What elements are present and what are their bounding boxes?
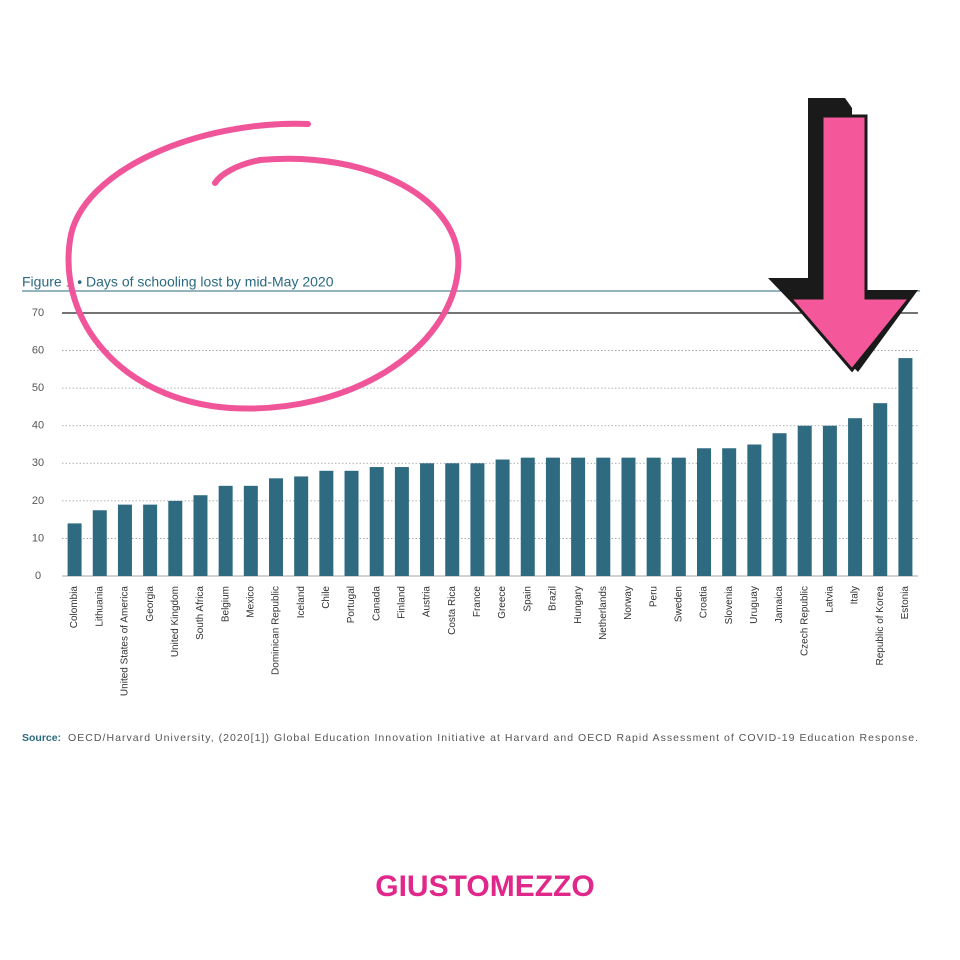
logo: GIUSTOMEZZO [375, 870, 594, 903]
x-tick-label: Italy [850, 586, 861, 604]
x-tick-label: Uruguay [749, 586, 760, 624]
bar [772, 433, 787, 576]
x-tick-label: Republic of Korea [875, 586, 886, 666]
x-tick-label: Austria [422, 586, 433, 618]
x-tick-label: Latvia [825, 586, 836, 613]
circle-annotation [65, 120, 462, 412]
x-tick-label: Sweden [673, 586, 684, 622]
annotations [65, 98, 918, 412]
bar [571, 457, 586, 576]
bar [671, 457, 686, 576]
bar [319, 470, 334, 576]
bar [848, 418, 863, 576]
x-tick-label: France [472, 586, 483, 618]
bar [797, 425, 812, 576]
bar [243, 485, 258, 576]
y-tick-label: 10 [32, 532, 44, 544]
x-tick-label: Iceland [296, 586, 307, 618]
bar [394, 467, 409, 576]
bar [596, 457, 611, 576]
x-tick-label: South Africa [195, 586, 206, 640]
bar [117, 504, 132, 576]
bar [294, 476, 309, 576]
bar [621, 457, 636, 576]
bar [420, 463, 435, 576]
x-tick-label: Jamaica [774, 586, 785, 624]
x-tick-label: Colombia [69, 586, 80, 629]
x-tick-label: Chile [321, 586, 332, 609]
x-tick-label: Georgia [145, 586, 156, 622]
bar [898, 358, 913, 576]
x-tick-label: Norway [623, 586, 634, 620]
x-tick-label: Croatia [699, 586, 710, 619]
x-tick-label: Peru [648, 586, 659, 607]
bar [747, 444, 762, 576]
bar [873, 403, 888, 576]
bar [545, 457, 560, 576]
y-tick-label: 20 [32, 495, 44, 507]
arrow [786, 114, 914, 373]
bar [218, 485, 233, 576]
chart-title: Figure 1 • Days of schooling lost by mid… [22, 274, 334, 290]
bar [269, 478, 283, 576]
bar [92, 510, 107, 576]
bar [445, 463, 460, 576]
bar [168, 500, 183, 576]
x-tick-label: Spain [522, 586, 533, 612]
bar [697, 448, 711, 576]
x-tick-label: Estonia [900, 586, 911, 620]
x-tick-label: Netherlands [598, 586, 609, 640]
x-tick-label: Belgium [220, 586, 231, 622]
x-tick-label: Dominican Republic [271, 586, 282, 675]
y-tick-label: 0 [35, 570, 41, 582]
source-text: OECD/Harvard University, (2020[1]) Globa… [68, 732, 918, 744]
bar [646, 457, 661, 576]
x-tick-label: Mexico [245, 586, 256, 618]
bar [822, 425, 837, 576]
x-tick-label: Finland [397, 586, 408, 619]
x-tick-label: Hungary [573, 586, 584, 624]
bar [369, 467, 384, 576]
y-tick-label: 70 [32, 307, 44, 319]
bar [193, 495, 208, 576]
bar [143, 504, 158, 576]
y-tick-label: 40 [32, 420, 44, 432]
x-tick-label: Czech Republic [799, 586, 810, 656]
x-tick-label: Slovenia [724, 586, 735, 625]
bar [495, 459, 510, 576]
bar [67, 523, 82, 576]
x-tick-label: Brazil [548, 586, 559, 611]
y-tick-label: 50 [32, 382, 44, 394]
x-tick-label: Portugal [346, 586, 357, 623]
source-label: Source: [22, 732, 61, 744]
y-tick-label: 60 [32, 344, 44, 356]
bar [344, 470, 359, 576]
x-tick-label: United Kingdom [170, 586, 181, 657]
bar [470, 463, 485, 576]
x-tick-label: United States of America [120, 586, 131, 696]
y-tick-label: 30 [32, 457, 44, 469]
x-tick-label: Canada [371, 586, 382, 621]
bar [520, 457, 535, 576]
x-tick-label: Lithuania [94, 586, 105, 627]
bar [722, 448, 737, 576]
x-tick-label: Greece [497, 586, 508, 619]
x-tick-label: Costa Rica [447, 586, 458, 635]
